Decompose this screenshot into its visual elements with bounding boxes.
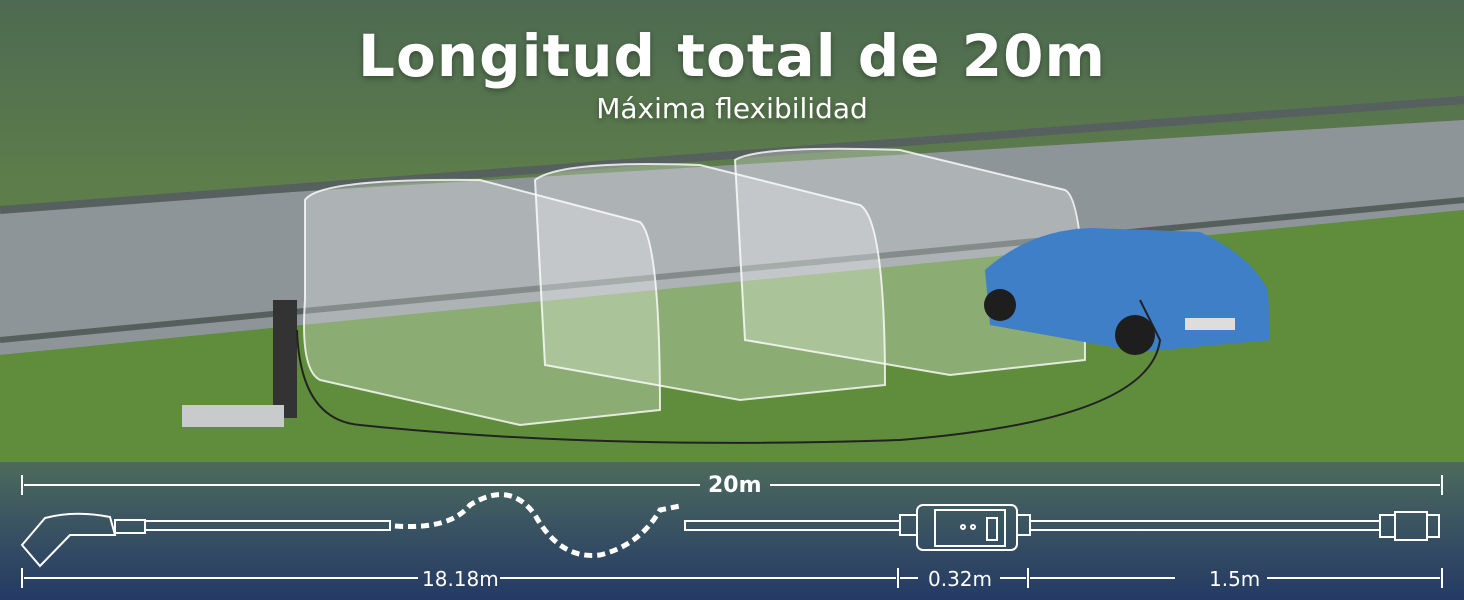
transparent-car-outlines: [303, 147, 1087, 427]
guardrail-far: [0, 96, 1464, 214]
headline: Longitud total de 20m: [358, 22, 1106, 90]
schuko-plug-icon: [1379, 511, 1440, 541]
total-length-label: 20m: [708, 473, 762, 498]
segment-dimension-lines: [21, 568, 1443, 588]
plug-cable-length-label: 1.5m: [1209, 567, 1261, 591]
charging-post: [182, 300, 297, 427]
subheadline: Máxima flexibilidad: [596, 92, 868, 125]
control-box-icon: [899, 504, 1031, 551]
guardrail-near: [0, 197, 1464, 343]
cable-drawing: [144, 492, 901, 558]
charging-cable: [296, 299, 1162, 444]
road: [0, 120, 1464, 355]
control-box-length-label: 0.32m: [928, 567, 993, 591]
total-dimension-line: [21, 475, 1443, 495]
cable-length-label: 18.18m: [422, 567, 499, 591]
electric-car: [984, 228, 1270, 355]
plug-cable: [1029, 520, 1381, 531]
type2-connector-icon: [20, 512, 146, 568]
